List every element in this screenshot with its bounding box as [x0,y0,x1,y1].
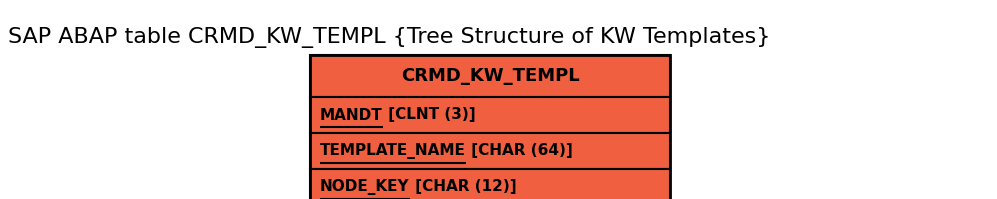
Text: [CHAR (64)]: [CHAR (64)] [466,143,572,158]
Bar [310,55,670,199]
Bar [310,97,670,133]
Text: [CHAR (12)]: [CHAR (12)] [410,179,516,194]
Bar [310,169,670,199]
Text: CRMD_KW_TEMPL: CRMD_KW_TEMPL [401,67,579,85]
Text: [CLNT (3)]: [CLNT (3)] [383,107,476,123]
Text: NODE_KEY: NODE_KEY [320,179,410,195]
Text: SAP ABAP table CRMD_KW_TEMPL {Tree Structure of KW Templates}: SAP ABAP table CRMD_KW_TEMPL {Tree Struc… [8,27,771,49]
Bar [310,55,670,97]
Text: MANDT: MANDT [320,107,383,123]
Bar [310,133,670,169]
Text: TEMPLATE_NAME: TEMPLATE_NAME [320,143,466,159]
